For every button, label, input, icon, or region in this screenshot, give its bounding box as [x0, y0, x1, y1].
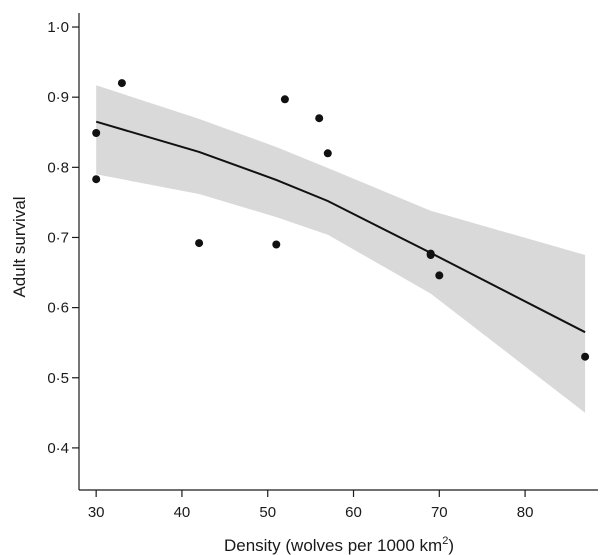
data-point [280, 95, 289, 104]
data-point [323, 149, 332, 158]
y-tick-label: 0·6 [47, 300, 69, 317]
fit-line-layer [95, 120, 586, 334]
axes-layer [78, 13, 598, 491]
data-point [195, 239, 204, 248]
data-point [435, 271, 444, 280]
data-point [117, 79, 126, 88]
data-point [272, 240, 281, 249]
y-tick-label: 0·5 [47, 370, 69, 387]
data-point [315, 114, 324, 123]
y-tick-label: 1·0 [47, 19, 69, 36]
data-point [92, 175, 101, 184]
x-axis-title-text: Density (wolves per 1000 km [224, 536, 442, 555]
x-tick-label: 70 [431, 504, 448, 521]
x-tick-label: 30 [88, 504, 105, 521]
x-tick-label: 80 [517, 504, 534, 521]
x-axis-title-suffix: ) [448, 536, 454, 555]
x-tick-label: 60 [345, 504, 362, 521]
data-points-layer [92, 79, 590, 361]
data-point [581, 352, 590, 361]
tick-layer: 30 40 50 60 70 80 0·4 0·5 0·6 0·7 0·8 0·9 1·0 [47, 19, 533, 521]
y-tick-label: 0·7 [47, 229, 69, 246]
y-tick-label: 0·9 [47, 89, 69, 106]
x-axis-title: Density (wolves per 1000 km2) [224, 535, 454, 555]
confidence-band [96, 85, 586, 413]
data-point [92, 129, 101, 137]
fitted-trend-line [95, 120, 586, 334]
x-axis-title-superscript: 2 [442, 535, 448, 547]
y-tick-label: 0·8 [47, 159, 69, 176]
x-tick-label: 50 [259, 504, 276, 521]
y-axis-title: Adult survival [10, 196, 29, 297]
y-tick-label: 0·4 [47, 440, 69, 457]
confidence-band-layer [96, 85, 586, 413]
data-point [426, 251, 435, 259]
x-tick-label: 40 [174, 504, 191, 521]
